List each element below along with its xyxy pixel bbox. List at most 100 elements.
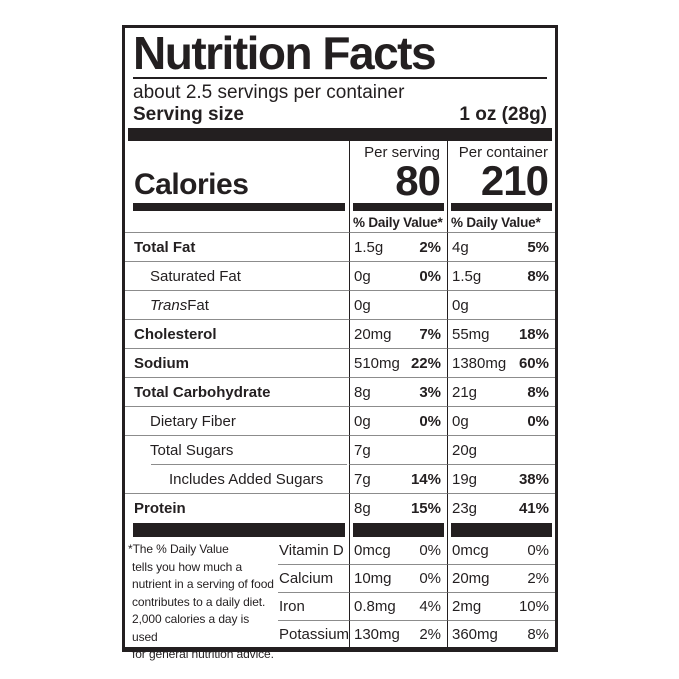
amount: 0mcg	[354, 542, 391, 559]
nutrient-label-saturated-fat: Saturated Fat	[125, 262, 349, 291]
label-title: Nutrition Facts	[133, 28, 437, 79]
nutrient-label-total-carbohydrate: Total Carbohydrate	[125, 378, 349, 407]
daily-value: 8%	[527, 625, 549, 643]
amount: 1380mg	[452, 354, 507, 372]
calories-underbar	[451, 203, 552, 211]
sodium-per-serving: 510mg 22%	[349, 349, 447, 378]
trans-fat-per-container: 0g	[447, 291, 555, 320]
amount: 20mg	[452, 570, 490, 587]
daily-value: 22%	[410, 354, 441, 372]
daily-value-header-container: % Daily Value*	[451, 215, 541, 230]
amount: 360mg	[452, 625, 498, 643]
daily-value: 8%	[527, 383, 549, 401]
amount: 4g	[452, 238, 469, 256]
amount: 0.8mg	[354, 598, 396, 615]
per-serving-header: Per serving	[364, 144, 440, 161]
calcium-per-serving: 10mg 0%	[349, 565, 447, 593]
daily-value-footnote: *The % Daily Value tells you how much a …	[128, 542, 274, 661]
amount: 8g	[354, 383, 371, 401]
amount: 130mg	[354, 625, 400, 643]
daily-value-header-serving: % Daily Value*	[353, 215, 443, 230]
cholesterol-per-serving: 20mg 7%	[349, 320, 447, 349]
daily-value: 5%	[527, 238, 549, 256]
daily-value: 0%	[419, 570, 441, 587]
thick-separator-bar-top	[128, 128, 552, 141]
vitamin-d-per-serving: 0mcg 0%	[349, 537, 447, 565]
protein-per-serving: 8g 15%	[349, 494, 447, 523]
added-sugars-per-serving: 7g 14%	[349, 465, 447, 494]
calories-underbar	[133, 203, 345, 211]
serving-size-value: 1 oz (28g)	[459, 104, 547, 125]
micronutrient-section: *The % Daily Value tells you how much a …	[125, 537, 555, 661]
nutrient-label-sodium: Sodium	[125, 349, 349, 378]
vitamin-label-calcium: Calcium	[278, 565, 349, 593]
trans-fat-per-serving: 0g	[349, 291, 447, 320]
nutrient-label-dietary-fiber: Dietary Fiber	[125, 407, 349, 436]
calories-per-serving-value: 80	[395, 157, 441, 204]
amount: 0g	[452, 412, 469, 430]
amount: 510mg	[354, 354, 400, 372]
potassium-per-container: 360mg 8%	[447, 621, 555, 647]
total-fat-per-container: 4g 5%	[447, 233, 555, 262]
nutrient-label-cholesterol: Cholesterol	[125, 320, 349, 349]
dietary-fiber-per-container: 0g 0%	[447, 407, 555, 436]
amount: 19g	[452, 470, 478, 488]
nutrient-label-total-sugars: Total Sugars	[125, 436, 349, 465]
vitamin-label-iron: Iron	[278, 593, 349, 621]
amount: 7g	[354, 441, 371, 459]
nutrition-facts-label: Nutrition Facts about 2.5 servings per c…	[122, 25, 558, 661]
total-sugars-per-serving: 7g	[349, 436, 447, 465]
amount: 10mg	[354, 570, 392, 587]
nutrient-label-total-fat: Total Fat	[125, 233, 349, 262]
sodium-per-container: 1380mg 60%	[447, 349, 555, 378]
calories-per-serving-cell: Per serving 80 % Daily Value*	[349, 141, 447, 233]
saturated-fat-per-serving: 0g 0%	[349, 262, 447, 291]
daily-value: 4%	[419, 598, 441, 615]
calcium-per-container: 20mg 2%	[447, 565, 555, 593]
calories-section: Calories Per serving 80 % Daily Value* P…	[125, 141, 555, 233]
amount: 0g	[354, 296, 371, 314]
amount: 8g	[354, 500, 371, 517]
amount: 1.5g	[452, 267, 482, 285]
added-sugars-per-container: 19g 38%	[447, 465, 555, 494]
title-rule	[133, 77, 547, 79]
amount: 0g	[452, 296, 469, 314]
amount: 2mg	[452, 598, 482, 615]
daily-value: 60%	[518, 354, 549, 372]
amount: 0g	[354, 267, 371, 285]
serving-size-row: Serving size 1 oz (28g)	[133, 103, 547, 127]
cholesterol-per-container: 55mg 18%	[447, 320, 555, 349]
daily-value: 3%	[419, 383, 441, 401]
daily-value: 2%	[527, 570, 549, 587]
daily-value: 15%	[410, 500, 441, 517]
calories-underbar	[353, 203, 444, 211]
dietary-fiber-per-serving: 0g 0%	[349, 407, 447, 436]
calories-word-cell: Calories	[125, 141, 349, 233]
per-container-header: Per container	[458, 144, 548, 161]
daily-value: 0%	[527, 542, 549, 559]
iron-per-serving: 0.8mg 4%	[349, 593, 447, 621]
serving-size-label: Serving size	[133, 104, 244, 125]
daily-value: 38%	[518, 470, 549, 488]
daily-value: 18%	[518, 325, 549, 343]
protein-per-container: 23g 41%	[447, 494, 555, 523]
amount: 0mcg	[452, 542, 489, 559]
label-header: Nutrition Facts about 2.5 servings per c…	[125, 28, 555, 128]
daily-value: 7%	[419, 325, 441, 343]
total-carbohydrate-per-container: 21g 8%	[447, 378, 555, 407]
nutrient-label-trans-fat: Trans Fat	[125, 291, 349, 320]
amount: 1.5g	[354, 238, 384, 256]
daily-value: 14%	[410, 470, 441, 488]
daily-value: 10%	[518, 598, 549, 615]
saturated-fat-per-container: 1.5g 8%	[447, 262, 555, 291]
nutrient-label-added-sugars: Includes Added Sugars	[125, 465, 349, 494]
daily-value: 41%	[518, 500, 549, 517]
total-carbohydrate-per-serving: 8g 3%	[349, 378, 447, 407]
total-sugars-per-container: 20g	[447, 436, 555, 465]
servings-per-container: about 2.5 servings per container	[133, 82, 405, 103]
vitamin-label-potassium: Potassium	[279, 625, 350, 643]
amount: 23g	[452, 500, 478, 517]
daily-value: 2%	[419, 238, 441, 256]
calories-per-container-cell: Per container 210 % Daily Value*	[447, 141, 555, 233]
